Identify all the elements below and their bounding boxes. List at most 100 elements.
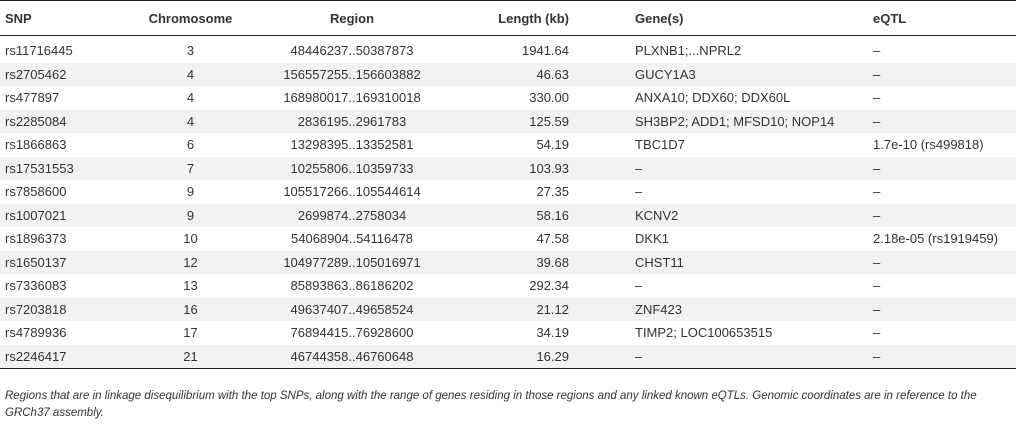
cell-chromosome: 4 (129, 109, 247, 133)
cell-genes: – (615, 274, 868, 298)
header-eqtl: eQTL (868, 0, 1016, 36)
cell-eqtl: – (868, 35, 1016, 63)
table-row: rs1866863 6 13298395..13352581 54.19 TBC1D7 1… (0, 133, 1016, 157)
cell-length: 330.00 (457, 86, 615, 110)
cell-eqtl: – (868, 156, 1016, 180)
header-genes: Gene(s) (615, 0, 868, 36)
cell-snp: rs1650137 (0, 250, 129, 274)
cell-snp: rs1866863 (0, 133, 129, 157)
cell-chromosome: 3 (129, 35, 247, 63)
header-length: Length (kb) (457, 0, 615, 36)
cell-chromosome: 4 (129, 86, 247, 110)
cell-genes: – (615, 180, 868, 204)
cell-region: 105517266..105544614 (247, 180, 457, 204)
cell-region: 76894415..76928600 (247, 321, 457, 345)
table-row: rs1650137 12 104977289..105016971 39.68 CHST… (0, 250, 1016, 274)
cell-chromosome: 21 (129, 344, 247, 369)
cell-length: 34.19 (457, 321, 615, 345)
cell-chromosome: 13 (129, 274, 247, 298)
cell-region: 48446237..50387873 (247, 35, 457, 63)
table-row: rs477897 4 168980017..169310018 330.00 ANXA1… (0, 86, 1016, 110)
table-row: rs11716445 3 48446237..50387873 1941.64 PLXN… (0, 35, 1016, 63)
cell-genes: GUCY1A3 (615, 62, 868, 86)
cell-genes: ZNF423 (615, 297, 868, 321)
cell-chromosome: 9 (129, 180, 247, 204)
cell-eqtl: – (868, 297, 1016, 321)
cell-chromosome: 12 (129, 250, 247, 274)
cell-snp: rs1896373 (0, 227, 129, 251)
cell-genes: SH3BP2; ADD1; MFSD10; NOP14 (615, 109, 868, 133)
cell-length: 1941.64 (457, 35, 615, 63)
cell-length: 39.68 (457, 250, 615, 274)
cell-snp: rs2285084 (0, 109, 129, 133)
cell-genes: KCNV2 (615, 203, 868, 227)
cell-region: 46744358..46760648 (247, 344, 457, 369)
table-body: rs11716445 3 48446237..50387873 1941.64 PLXN… (0, 35, 1016, 369)
header-region: Region (247, 0, 457, 36)
header-row: SNP Chromosome Region Length (kb) Gene(s… (0, 0, 1016, 36)
cell-snp: rs1007021 (0, 203, 129, 227)
cell-chromosome: 10 (129, 227, 247, 251)
cell-region: 104977289..105016971 (247, 250, 457, 274)
snp-region-table-container: SNP Chromosome Region Length (kb) Gene(s… (0, 0, 1016, 369)
cell-eqtl: 1.7e-10 (rs499818) (868, 133, 1016, 157)
cell-length: 103.93 (457, 156, 615, 180)
cell-genes: PLXNB1;...NPRL2 (615, 35, 868, 63)
table-footnote: Regions that are in linkage disequilibri… (5, 390, 977, 419)
cell-genes: – (615, 344, 868, 369)
cell-snp: rs477897 (0, 86, 129, 110)
cell-snp: rs7203818 (0, 297, 129, 321)
cell-chromosome: 9 (129, 203, 247, 227)
cell-eqtl: – (868, 321, 1016, 345)
table-row: rs7203818 16 49637407..49658524 21.12 ZNF423… (0, 297, 1016, 321)
cell-snp: rs7858600 (0, 180, 129, 204)
cell-length: 125.59 (457, 109, 615, 133)
table-row: rs1007021 9 2699874..2758034 58.16 KCNV2– (0, 203, 1016, 227)
cell-genes: – (615, 156, 868, 180)
cell-length: 16.29 (457, 344, 615, 369)
cell-length: 47.58 (457, 227, 615, 251)
snp-region-table: SNP Chromosome Region Length (kb) Gene(s… (0, 0, 1016, 369)
cell-region: 2699874..2758034 (247, 203, 457, 227)
table-row: rs1896373 10 54068904..54116478 47.58 DKK1 2.… (0, 227, 1016, 251)
cell-region: 2836195..2961783 (247, 109, 457, 133)
table-row: rs2285084 4 2836195..2961783 125.59 SH3BP2; … (0, 109, 1016, 133)
cell-snp: rs4789936 (0, 321, 129, 345)
cell-snp: rs11716445 (0, 35, 129, 63)
cell-snp: rs17531553 (0, 156, 129, 180)
table-row: rs2246417 21 46744358..46760648 16.29– – (0, 344, 1016, 369)
header-chromosome: Chromosome (129, 0, 247, 36)
cell-length: 46.63 (457, 62, 615, 86)
cell-eqtl: – (868, 274, 1016, 298)
cell-genes: TBC1D7 (615, 133, 868, 157)
cell-eqtl: – (868, 86, 1016, 110)
cell-length: 27.35 (457, 180, 615, 204)
cell-region: 168980017..169310018 (247, 86, 457, 110)
table-row: rs17531553 7 10255806..10359733 103.93– – (0, 156, 1016, 180)
cell-eqtl: – (868, 203, 1016, 227)
table-row: rs7858600 9 105517266..105544614 27.35– – (0, 180, 1016, 204)
cell-chromosome: 17 (129, 321, 247, 345)
cell-length: 54.19 (457, 133, 615, 157)
cell-length: 58.16 (457, 203, 615, 227)
cell-eqtl: – (868, 250, 1016, 274)
cell-length: 292.34 (457, 274, 615, 298)
cell-snp: rs2705462 (0, 62, 129, 86)
cell-chromosome: 4 (129, 62, 247, 86)
cell-chromosome: 6 (129, 133, 247, 157)
cell-snp: rs7336083 (0, 274, 129, 298)
cell-region: 54068904..54116478 (247, 227, 457, 251)
header-snp: SNP (0, 0, 129, 36)
table-row: rs7336083 13 85893863..86186202 292.34– – (0, 274, 1016, 298)
cell-region: 85893863..86186202 (247, 274, 457, 298)
cell-eqtl: – (868, 62, 1016, 86)
cell-eqtl: – (868, 109, 1016, 133)
cell-region: 10255806..10359733 (247, 156, 457, 180)
cell-genes: CHST11 (615, 250, 868, 274)
table-header: SNP Chromosome Region Length (kb) Gene(s… (0, 0, 1016, 36)
cell-region: 13298395..13352581 (247, 133, 457, 157)
cell-chromosome: 7 (129, 156, 247, 180)
table-row: rs4789936 17 76894415..76928600 34.19 TIMP2;… (0, 321, 1016, 345)
cell-length: 21.12 (457, 297, 615, 321)
cell-snp: rs2246417 (0, 344, 129, 369)
